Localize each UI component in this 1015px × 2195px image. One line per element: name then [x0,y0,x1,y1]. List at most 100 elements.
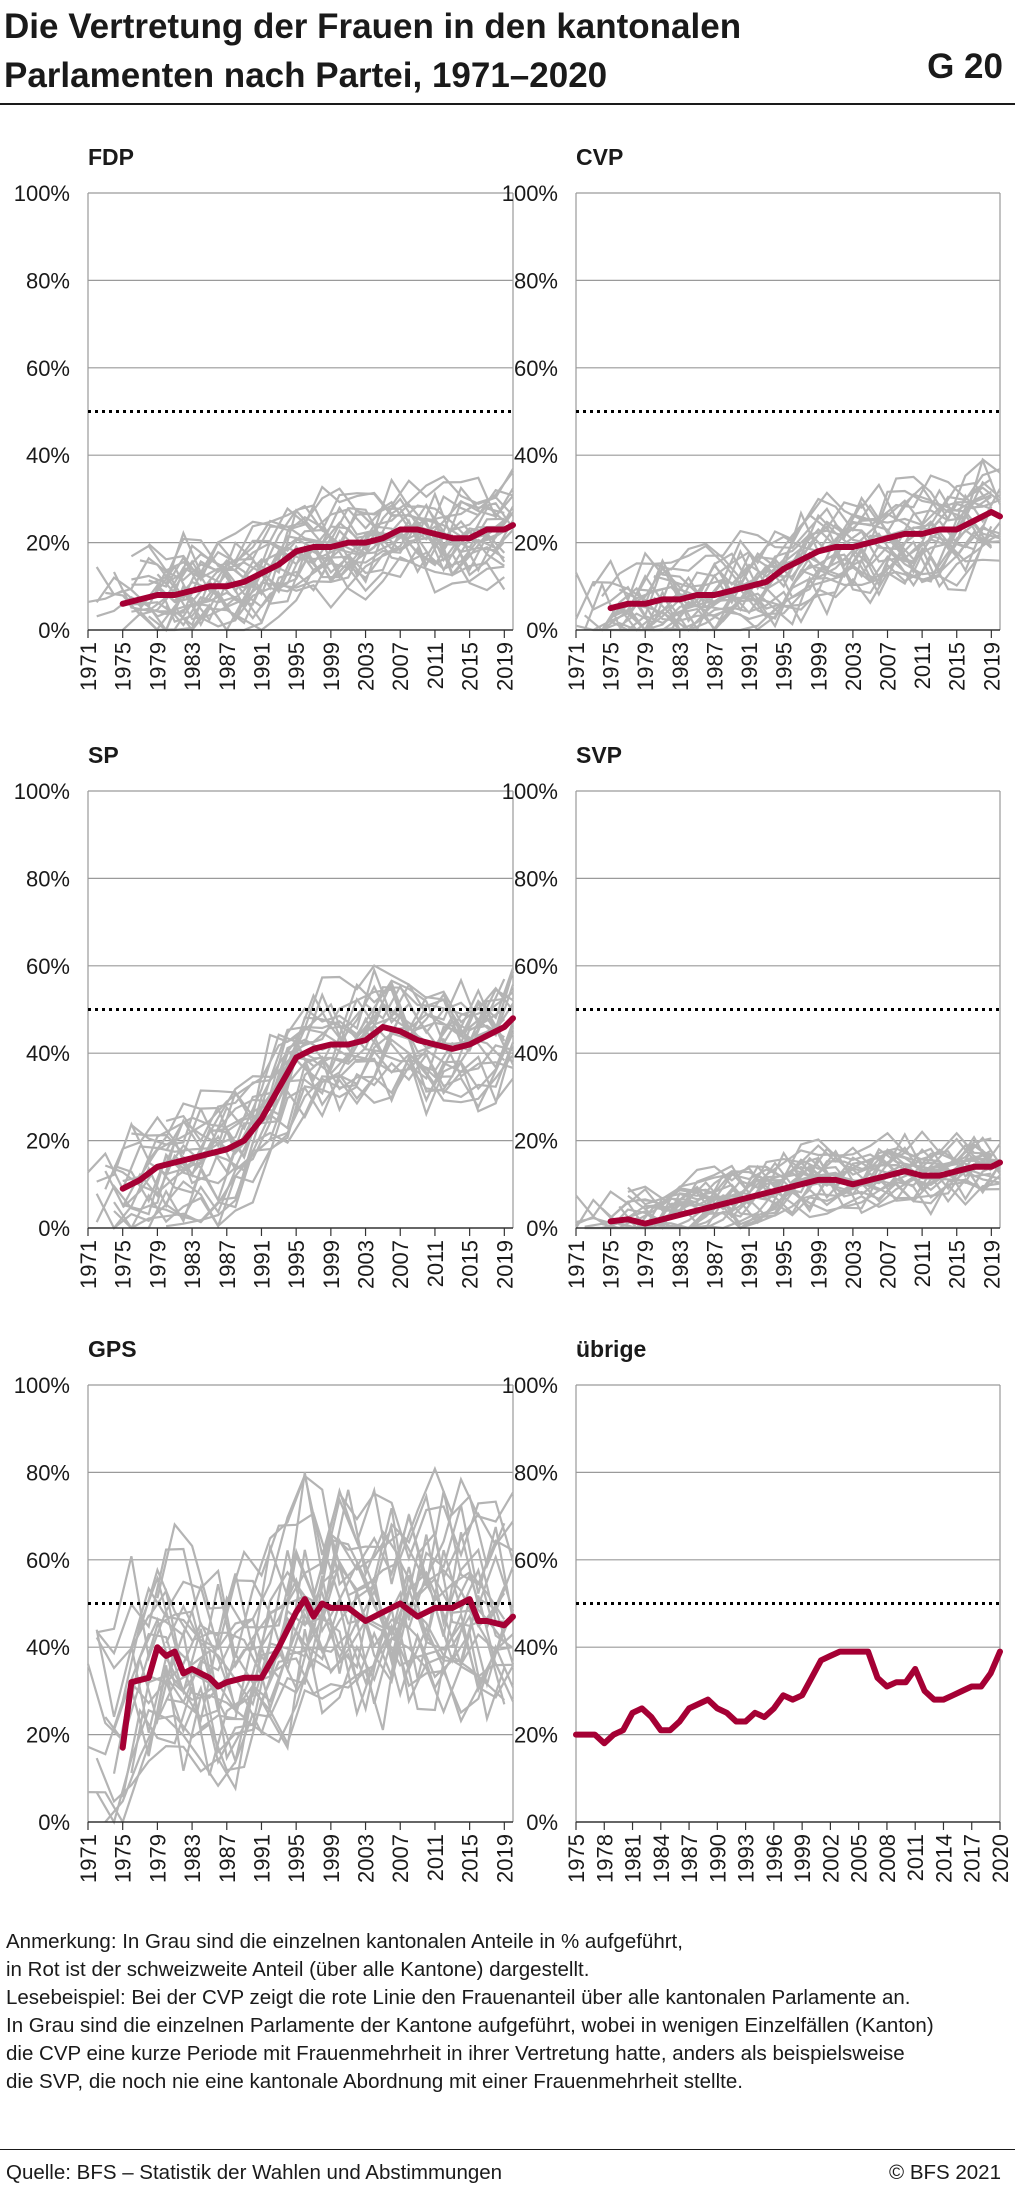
canton-line [165,1574,514,1731]
x-tick-label: 2007 [876,1240,901,1289]
y-tick-label: 60% [514,1548,558,1573]
x-tick-label: 1995 [772,1240,797,1289]
series-line-national [119,1596,516,1751]
x-tick-label: 1999 [319,1240,344,1289]
y-tick-label: 100% [502,779,558,804]
x-tick-label: 1987 [215,642,240,691]
x-tick-label: 1987 [702,642,727,691]
x-tick-label: 1975 [599,642,624,691]
y-tick-label: 100% [14,181,70,206]
x-tick-label: 1987 [677,1834,702,1883]
x-tick-label: 2003 [354,1834,379,1883]
y-tick-label: 40% [26,1041,70,1066]
y-tick-label: 20% [26,531,70,556]
page-title: Die Vertretung der Frauen in den kantona… [4,7,742,95]
y-tick-label: 40% [514,443,558,468]
panel-title: SVP [576,742,622,768]
x-tick-label: 2019 [492,1240,517,1289]
y-tick-label: 60% [514,954,558,979]
x-tick-label: 2011 [903,1834,928,1881]
y-tick-label: 80% [514,268,558,293]
canton-line [95,1624,514,1825]
canton-line [575,495,992,622]
x-tick-label: 1993 [734,1834,759,1883]
x-tick-label: 1990 [705,1834,730,1883]
y-tick-label: 40% [26,443,70,468]
y-tick-label: 40% [26,1635,70,1660]
x-tick-label: 1995 [284,1834,309,1883]
x-tick-label: 1991 [250,642,275,691]
x-tick-label: 2011 [910,642,935,689]
y-tick-label: 60% [514,356,558,381]
x-tick-label: 1999 [790,1834,815,1883]
canton-line [147,1584,515,1755]
chart-panel: CVP 0% 20% 40% 60% 80% 100% 1971 1975 1979 1983 198… [502,144,1005,691]
x-tick-label: 2015 [458,1834,483,1883]
x-tick-label: 2015 [458,642,483,691]
x-tick-label: 2017 [960,1834,985,1883]
canton-line [95,1471,515,1670]
canton-line [165,468,514,586]
y-tick-label: 0% [526,1216,558,1241]
x-tick-label: 2003 [354,642,379,691]
x-tick-label: 1979 [145,1834,170,1883]
x-tick-label: 1975 [564,1834,589,1883]
chart-panel: GPS 0% 20% 40% 60% 80% 100% 1971 1975 1979 1983 198… [14,1336,518,1883]
x-tick-label: 1991 [250,1834,275,1883]
x-tick-label: 1983 [180,1834,205,1883]
x-tick-label: 2002 [818,1834,843,1883]
canton-line [131,979,514,1156]
canton-line [652,1150,1001,1229]
x-tick-label: 2003 [354,1240,379,1289]
chart-panel: übrige 0% 20% 40% 60% 80% 100% 1975 1978 1981 1984… [502,1336,1013,1883]
chart-panel: SVP 0% 20% 40% 60% 80% 100% 1971 1975 1979 1983 198… [502,742,1005,1289]
x-tick-label: 2011 [423,1834,448,1881]
canton-line [165,1042,515,1228]
x-tick-label: 1991 [737,642,762,691]
panel-title: CVP [576,144,623,170]
y-tick-label: 20% [26,1129,70,1154]
y-tick-label: 20% [514,1129,558,1154]
x-tick-label: 1971 [76,1240,101,1289]
x-tick-label: 2003 [841,642,866,691]
x-tick-label: 1991 [737,1240,762,1289]
canton-line [575,478,992,619]
canton-line [104,1007,505,1194]
x-tick-label: 1979 [633,1240,658,1289]
footer-divider [0,2149,1015,2150]
title-divider [0,103,1015,105]
x-tick-label: 2019 [492,1834,517,1883]
canton-line [130,1566,515,1733]
canton-line [156,545,505,632]
panel-title: FDP [88,144,134,170]
x-tick-label: 1995 [284,642,309,691]
y-tick-label: 80% [26,866,70,891]
series-line-national [607,1159,1003,1227]
x-tick-label: 2007 [876,642,901,691]
chart-panel: FDP 0% 20% 40% 60% 80% 100% 1971 1975 1979 1983 198… [14,144,518,691]
x-tick-label: 1975 [599,1240,624,1289]
y-tick-label: 60% [26,954,70,979]
panel-title: GPS [88,1336,137,1362]
y-tick-label: 100% [14,779,70,804]
x-tick-label: 2019 [979,1240,1004,1289]
canton-line [627,522,993,632]
series-line-national [573,1648,1003,1747]
panel-title: SP [88,742,119,768]
x-tick-label: 1979 [145,642,170,691]
canton-line [636,1147,1001,1222]
y-tick-label: 60% [26,356,70,381]
chart-panel: SP 0% 20% 40% 60% 80% 100% 1971 1975 1979 1983 1987… [14,742,518,1289]
y-tick-label: 60% [26,1548,70,1573]
x-tick-label: 1987 [215,1240,240,1289]
canton-line [156,1465,506,1610]
x-tick-label: 1971 [564,1240,589,1289]
y-tick-label: 0% [38,1216,70,1241]
y-tick-label: 0% [526,618,558,643]
x-tick-label: 2019 [979,642,1004,691]
y-tick-label: 40% [514,1635,558,1660]
x-tick-label: 1979 [145,1240,170,1289]
y-tick-label: 80% [514,1460,558,1485]
panel-title: übrige [576,1336,646,1362]
canton-line [130,1041,515,1229]
